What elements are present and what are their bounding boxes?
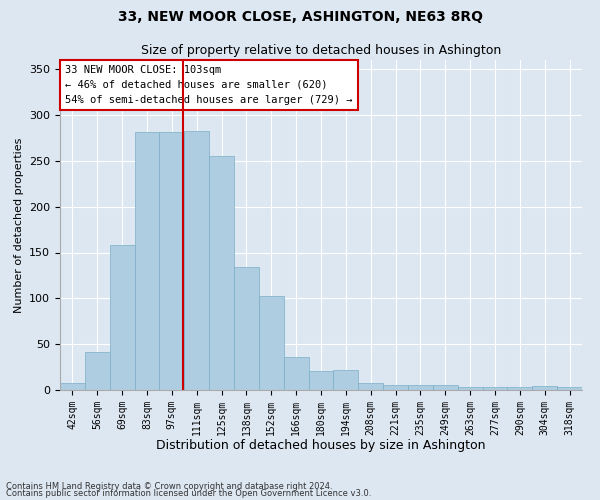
Bar	[85, 352, 110, 390]
Bar	[408, 386, 433, 390]
Bar	[383, 384, 408, 390]
Text: 33 NEW MOOR CLOSE: 103sqm
← 46% of detached houses are smaller (620)
54% of semi: 33 NEW MOOR CLOSE: 103sqm ← 46% of detac…	[65, 65, 353, 104]
Bar	[259, 296, 284, 390]
Y-axis label: Number of detached properties: Number of detached properties	[14, 138, 23, 312]
Text: 33, NEW MOOR CLOSE, ASHINGTON, NE63 8RQ: 33, NEW MOOR CLOSE, ASHINGTON, NE63 8RQ	[118, 10, 482, 24]
Text: Contains public sector information licensed under the Open Government Licence v3: Contains public sector information licen…	[6, 489, 371, 498]
Bar	[482, 387, 508, 390]
Bar	[134, 132, 160, 390]
Bar	[284, 357, 308, 390]
Bar	[234, 267, 259, 390]
Bar	[508, 387, 532, 390]
Bar	[60, 382, 85, 390]
Bar	[308, 371, 334, 390]
Bar	[532, 386, 557, 390]
Bar	[358, 382, 383, 390]
Text: Contains HM Land Registry data © Crown copyright and database right 2024.: Contains HM Land Registry data © Crown c…	[6, 482, 332, 491]
Bar	[209, 156, 234, 390]
Bar	[160, 132, 184, 390]
Bar	[557, 387, 582, 390]
X-axis label: Distribution of detached houses by size in Ashington: Distribution of detached houses by size …	[156, 439, 486, 452]
Bar	[110, 245, 134, 390]
Bar	[458, 387, 482, 390]
Bar	[184, 130, 209, 390]
Title: Size of property relative to detached houses in Ashington: Size of property relative to detached ho…	[141, 44, 501, 58]
Bar	[433, 386, 458, 390]
Bar	[334, 370, 358, 390]
